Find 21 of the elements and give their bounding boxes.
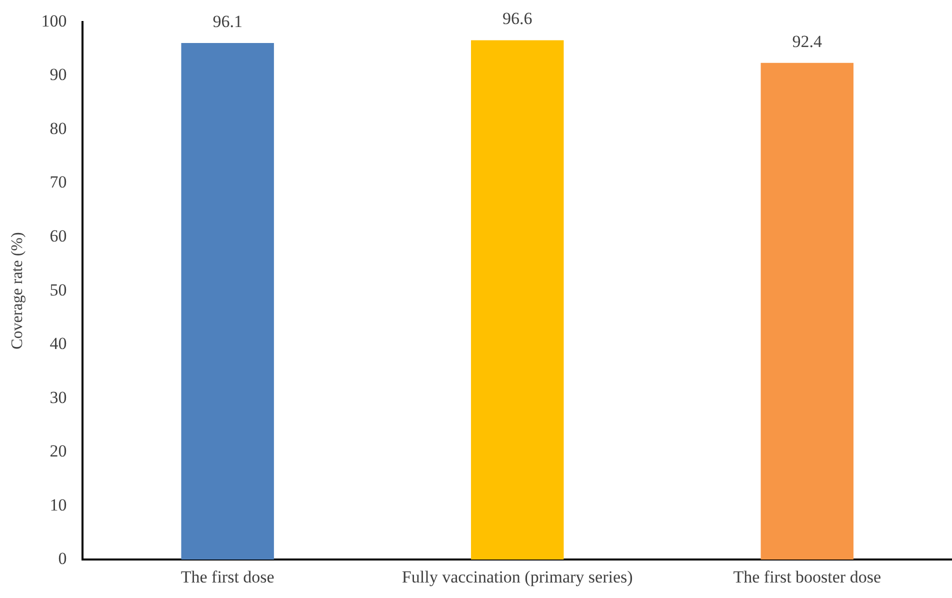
y-tick-label: 0 bbox=[58, 549, 67, 568]
y-tick-label: 40 bbox=[50, 334, 67, 354]
y-tick-label: 50 bbox=[50, 280, 67, 300]
bar bbox=[181, 42, 274, 560]
y-tick-label: 10 bbox=[50, 495, 67, 514]
data-label: 96.1 bbox=[212, 12, 242, 31]
y-tick-label: 30 bbox=[50, 388, 67, 407]
bar bbox=[470, 40, 564, 560]
data-label: 96.6 bbox=[502, 9, 532, 28]
y-tick-label: 90 bbox=[50, 65, 67, 84]
y-axis-title: Coverage rate (%) bbox=[8, 232, 26, 350]
y-tick-label: 80 bbox=[50, 118, 67, 138]
y-tick-label: 70 bbox=[50, 172, 67, 192]
x-tick-label: The first booster dose bbox=[733, 567, 882, 586]
y-tick-label: 20 bbox=[50, 442, 67, 461]
bar bbox=[760, 62, 854, 560]
x-tick-label: Fully vaccination (primary series) bbox=[402, 567, 633, 586]
y-tick-label: 100 bbox=[41, 11, 67, 30]
data-label: 92.4 bbox=[792, 32, 822, 51]
y-tick-label: 60 bbox=[50, 226, 67, 246]
x-tick-label: The first dose bbox=[180, 567, 274, 586]
